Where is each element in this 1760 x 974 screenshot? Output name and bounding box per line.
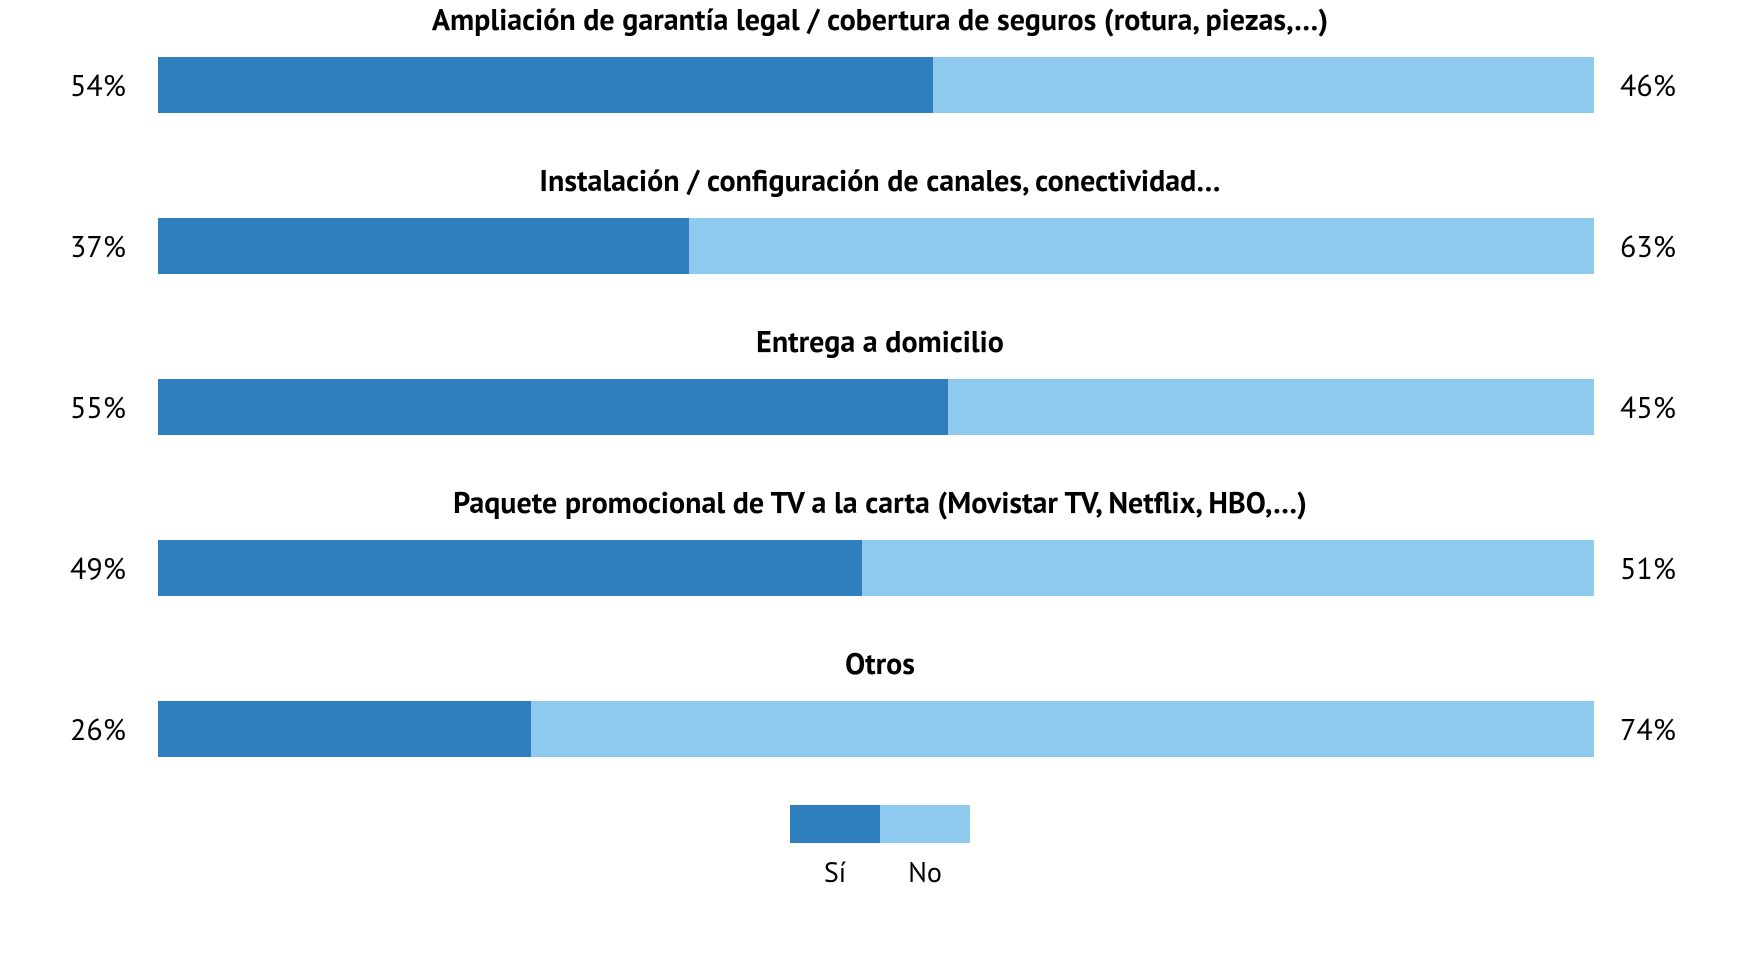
no-percent-label: 74% <box>1612 710 1690 749</box>
yes-percent-label: 54% <box>70 66 140 105</box>
bar-segment-yes <box>158 540 862 596</box>
bar-segment-no <box>933 57 1594 113</box>
chart-legend: Sí No <box>20 805 1740 890</box>
stacked-bar <box>158 379 1594 435</box>
no-percent-label: 45% <box>1612 388 1690 427</box>
chart-row: Ampliación de garantía legal / cobertura… <box>20 0 1740 113</box>
legend-swatch-no <box>880 805 970 843</box>
bar-segment-no <box>862 540 1594 596</box>
yes-percent-label: 55% <box>70 388 140 427</box>
stacked-bar-chart: Ampliación de garantía legal / cobertura… <box>0 0 1760 974</box>
chart-row: Entrega a domicilio 55% 45% <box>20 322 1740 435</box>
row-title: Instalación / configuración de canales, … <box>539 161 1220 200</box>
stacked-bar <box>158 218 1594 274</box>
bar-line: 26% 74% <box>70 701 1690 757</box>
stacked-bar <box>158 701 1594 757</box>
bar-line: 37% 63% <box>70 218 1690 274</box>
row-title: Otros <box>845 644 915 683</box>
bar-segment-yes <box>158 379 948 435</box>
chart-row: Otros 26% 74% <box>20 644 1740 757</box>
legend-item-yes: Sí <box>790 805 880 890</box>
bar-segment-yes <box>158 218 689 274</box>
no-percent-label: 63% <box>1612 227 1690 266</box>
bar-segment-no <box>689 218 1594 274</box>
chart-row: Paquete promocional de TV a la carta (Mo… <box>20 483 1740 596</box>
legend-item-no: No <box>880 805 970 890</box>
bar-segment-yes <box>158 57 933 113</box>
chart-row: Instalación / configuración de canales, … <box>20 161 1740 274</box>
yes-percent-label: 37% <box>70 227 140 266</box>
bar-segment-yes <box>158 701 531 757</box>
no-percent-label: 46% <box>1612 66 1690 105</box>
legend-swatch-yes <box>790 805 880 843</box>
stacked-bar <box>158 57 1594 113</box>
bar-line: 54% 46% <box>70 57 1690 113</box>
row-title: Entrega a domicilio <box>756 322 1004 361</box>
chart-rows: Ampliación de garantía legal / cobertura… <box>20 0 1740 757</box>
bar-line: 55% 45% <box>70 379 1690 435</box>
bar-line: 49% 51% <box>70 540 1690 596</box>
legend-label-no: No <box>908 853 942 890</box>
row-title: Paquete promocional de TV a la carta (Mo… <box>453 483 1307 522</box>
row-title: Ampliación de garantía legal / cobertura… <box>432 0 1328 39</box>
legend-label-yes: Sí <box>824 853 846 890</box>
yes-percent-label: 26% <box>70 710 140 749</box>
bar-segment-no <box>948 379 1594 435</box>
no-percent-label: 51% <box>1612 549 1690 588</box>
bar-segment-no <box>531 701 1594 757</box>
stacked-bar <box>158 540 1594 596</box>
yes-percent-label: 49% <box>70 549 140 588</box>
